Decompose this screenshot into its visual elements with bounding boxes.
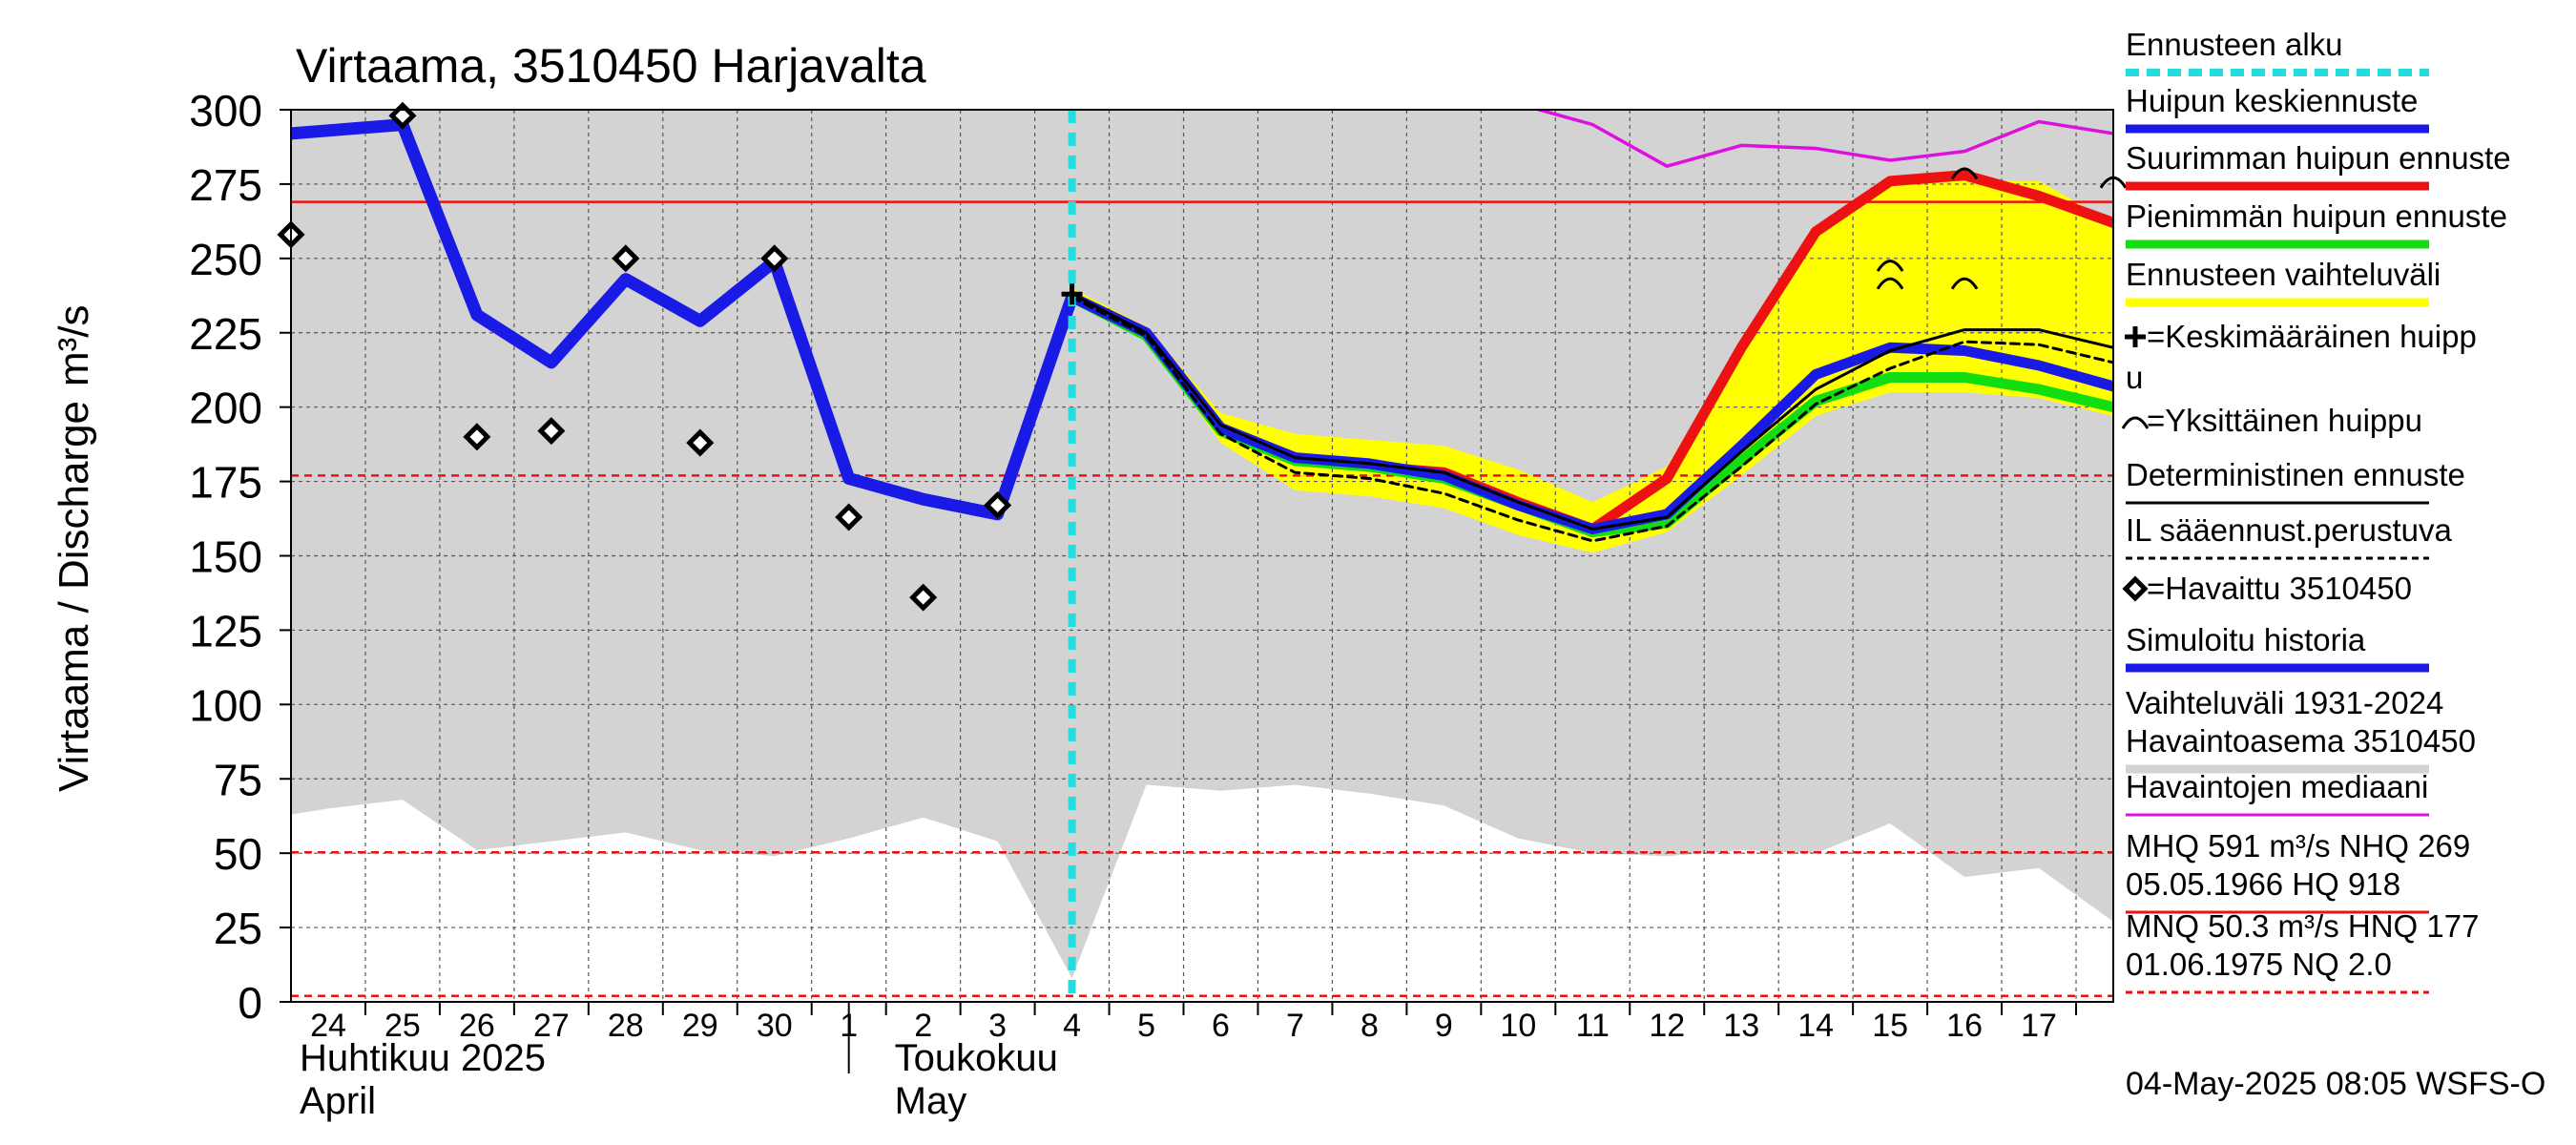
y-tick-label: 275 xyxy=(189,160,262,210)
y-tick-label: 250 xyxy=(189,235,262,284)
y-tick-label: 225 xyxy=(189,309,262,359)
x-tick-label: 13 xyxy=(1723,1008,1759,1044)
y-tick-label: 200 xyxy=(189,384,262,433)
x-tick-label: 8 xyxy=(1361,1008,1379,1044)
y-tick-label: 150 xyxy=(189,532,262,582)
observed-point xyxy=(984,490,1012,520)
single-peak-marker xyxy=(1950,277,1979,290)
x-tick-label: 25 xyxy=(384,1008,421,1044)
legend-swatch-plus xyxy=(2125,326,2146,347)
legend-label: Vaihteluväli 1931-2024 xyxy=(2126,685,2443,720)
single-peak-marker xyxy=(1876,277,1904,290)
x-tick-label: 12 xyxy=(1649,1008,1685,1044)
legend-label-line2: Havaintoasema 3510450 xyxy=(2126,723,2476,759)
series-line-1 xyxy=(291,118,1079,521)
series-line-6 xyxy=(1070,295,2113,543)
month-label-fi: Huhtikuu 2025 xyxy=(300,1037,546,1079)
legend-label-line2: 01.06.1975 NQ 2.0 xyxy=(2126,947,2392,982)
y-tick-label: 75 xyxy=(214,755,262,804)
legend-label: Pienimmän huipun ennuste xyxy=(2126,198,2507,234)
x-tick-label: 10 xyxy=(1500,1008,1536,1044)
legend-label: Huipun keskiennuste xyxy=(2126,83,2418,118)
x-tick-label: 28 xyxy=(608,1008,644,1044)
observed-point xyxy=(612,244,640,273)
x-tick-label: 2 xyxy=(914,1008,932,1044)
x-tick-label: 27 xyxy=(533,1008,570,1044)
legend-label: IL sääennust.perustuva xyxy=(2126,512,2452,548)
legend-label: MHQ 591 m³/s NHQ 269 xyxy=(2126,828,2470,864)
y-tick-label: 0 xyxy=(238,978,262,1028)
observed-point xyxy=(909,583,938,612)
single-peak-marker xyxy=(1876,260,1904,272)
x-tick-label: 7 xyxy=(1286,1008,1304,1044)
legend-label: Suurimman huipun ennuste xyxy=(2126,140,2511,176)
y-tick-label: 125 xyxy=(189,606,262,656)
x-tick-label: 29 xyxy=(682,1008,718,1044)
x-tick-label: 9 xyxy=(1435,1008,1453,1044)
observed-point xyxy=(686,428,715,457)
legend-label: =Yksittäinen huippu xyxy=(2147,403,2422,438)
chart-title: Virtaama, 3510450 Harjavalta xyxy=(296,39,926,93)
x-tick-label: 30 xyxy=(757,1008,793,1044)
month-label-fi: Toukokuu xyxy=(895,1037,1058,1079)
single-peak-marker xyxy=(1950,167,1979,180)
legend-label-line2: u xyxy=(2126,360,2143,395)
legend-label: Ennusteen vaihteluväli xyxy=(2126,257,2441,292)
legend-label: Simuloitu historia xyxy=(2126,622,2366,657)
x-tick-label: 15 xyxy=(1872,1008,1908,1044)
y-axis-label: Virtaama / Discharge xyxy=(51,401,97,792)
x-tick-label: 16 xyxy=(1946,1008,1983,1044)
x-tick-label: 5 xyxy=(1137,1008,1155,1044)
x-tick-label: 11 xyxy=(1576,1008,1610,1044)
footer-timestamp: 04-May-2025 08:05 WSFS-O xyxy=(2126,1066,2545,1102)
legend-label: Havaintojen mediaani xyxy=(2126,769,2428,804)
x-tick-label: 3 xyxy=(988,1008,1007,1044)
x-tick-label: 4 xyxy=(1063,1008,1081,1044)
month-label-en: April xyxy=(300,1080,376,1122)
legend-swatch-arc xyxy=(2121,416,2150,429)
y-axis-unit: m³/s xyxy=(51,304,97,386)
legend-label: MNQ 50.3 m³/s HNQ 177 xyxy=(2126,908,2479,944)
observed-point xyxy=(463,423,491,451)
mean-peak-marker xyxy=(1061,283,1083,305)
x-tick-label: 26 xyxy=(459,1008,495,1044)
variation-range-area xyxy=(291,110,2113,979)
x-tick-label: 14 xyxy=(1797,1008,1834,1044)
legend-label: =Havaittu 3510450 xyxy=(2147,571,2412,606)
legend-swatch-diamond xyxy=(2122,575,2149,602)
legend-label-line2: 05.05.1966 HQ 918 xyxy=(2126,866,2400,902)
x-tick-label: 17 xyxy=(2021,1008,2057,1044)
y-tick-label: 175 xyxy=(189,458,262,508)
x-tick-label: 6 xyxy=(1212,1008,1230,1044)
y-tick-label: 100 xyxy=(189,680,262,730)
series-line-0 xyxy=(1532,110,2113,168)
legend-label: Deterministinen ennuste xyxy=(2126,457,2465,492)
y-tick-label: 25 xyxy=(214,904,262,953)
observed-point xyxy=(835,503,863,531)
legend-label: =Keskimääräinen huipp xyxy=(2147,319,2477,354)
y-tick-label: 300 xyxy=(189,86,262,135)
month-label-en: May xyxy=(895,1080,967,1122)
observed-point xyxy=(537,417,566,446)
series-line-5 xyxy=(1070,292,2113,531)
observed-point xyxy=(760,244,789,273)
legend-label: Ennusteen alku xyxy=(2126,27,2343,62)
x-tick-label: 24 xyxy=(310,1008,346,1044)
y-tick-label: 50 xyxy=(214,829,262,879)
